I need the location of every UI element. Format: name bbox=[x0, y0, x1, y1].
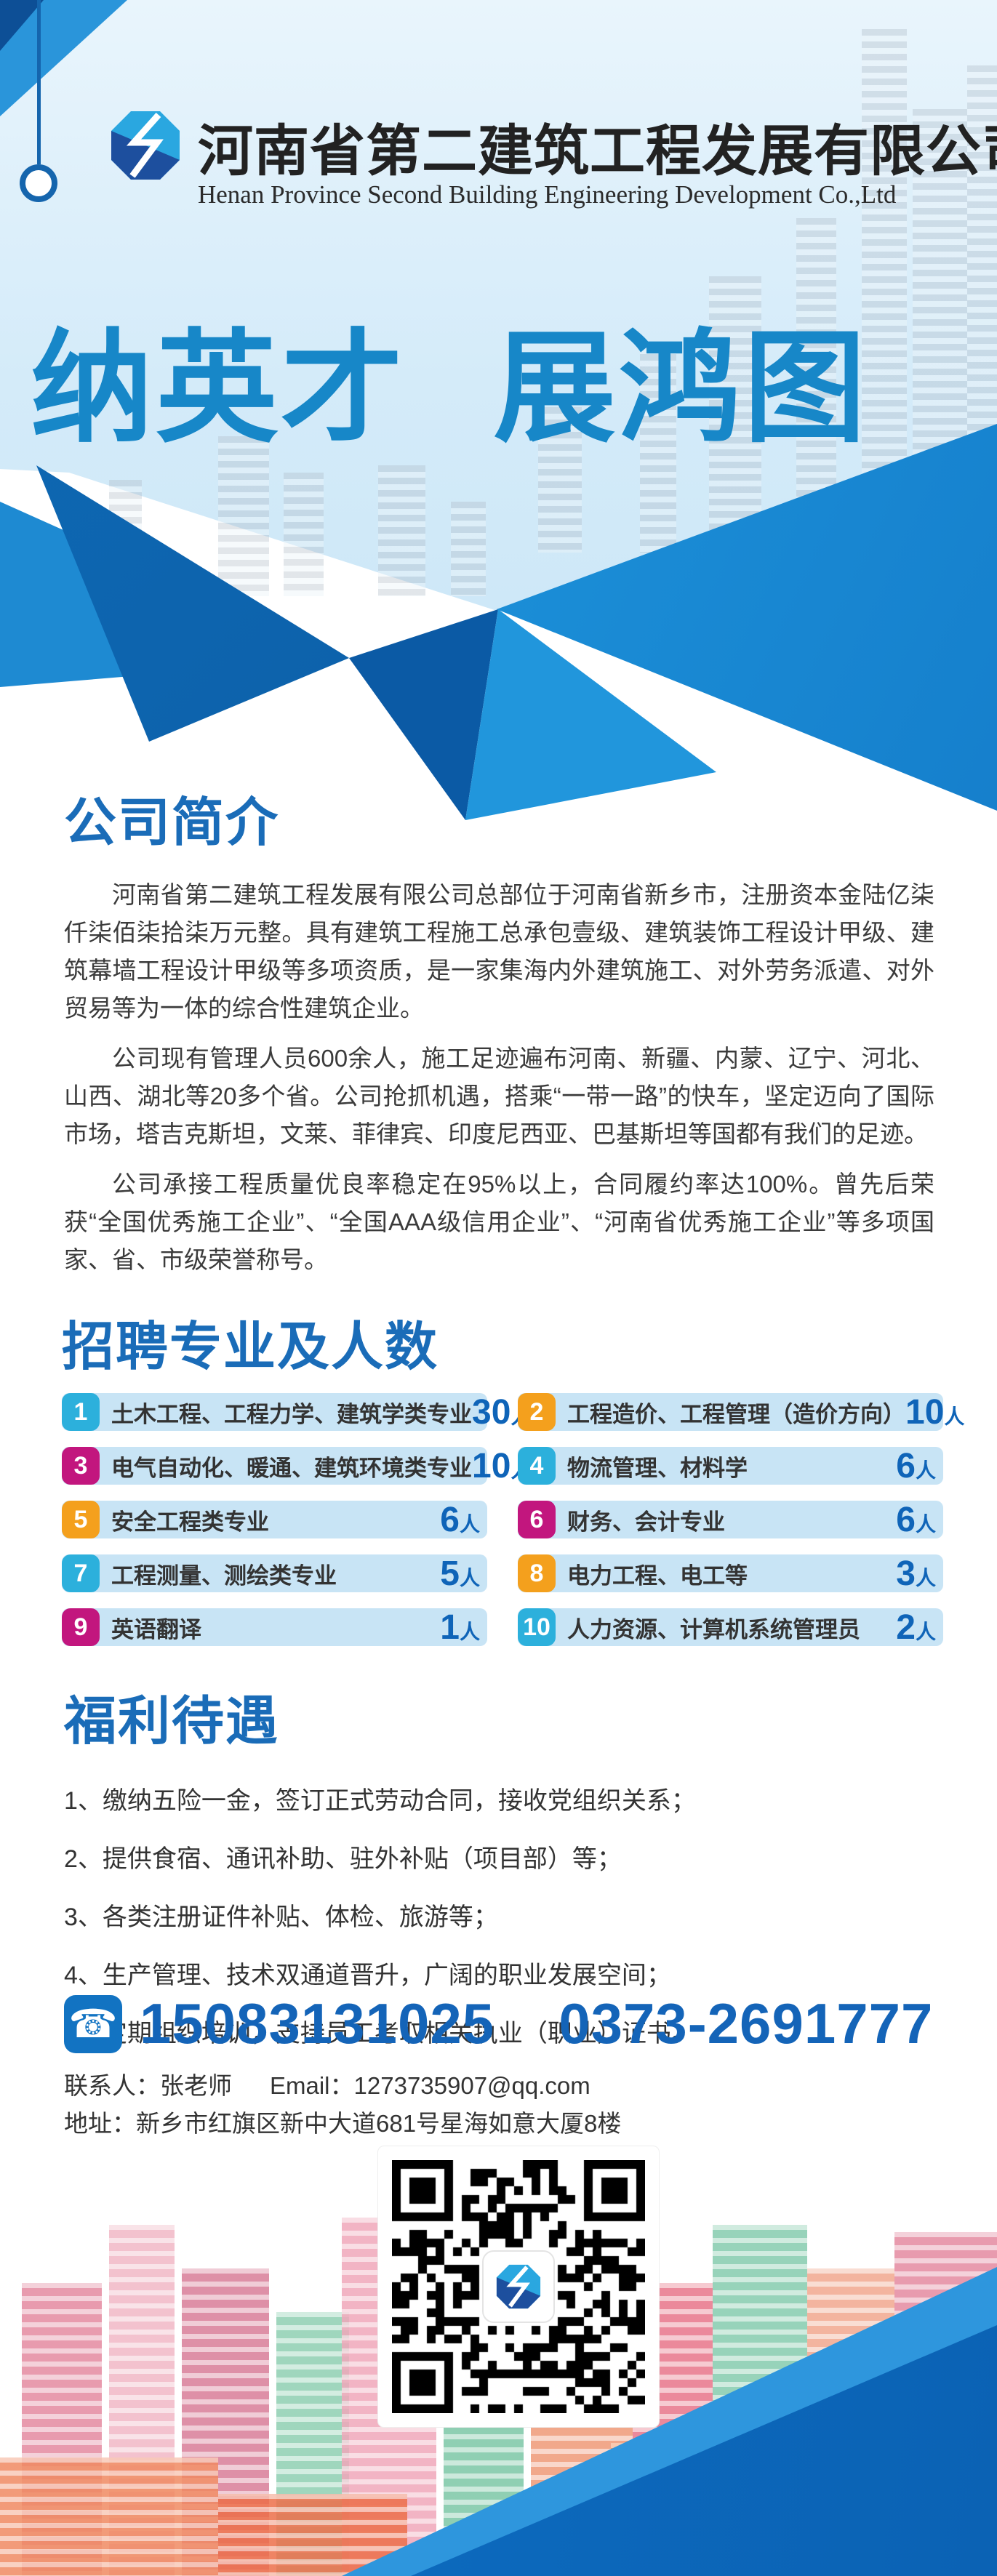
position-major: 电力工程、电工等 bbox=[567, 1562, 748, 1589]
position-count: 5 bbox=[440, 1554, 460, 1593]
benefit-item: 1、缴纳五险一金，签订正式劳动合同，接收党组织关系； bbox=[64, 1787, 696, 1815]
section-recruit: 招聘专业及人数 1 土木工程、工程力学、建筑学类专业 30人 2 工程造价、工程… bbox=[62, 1304, 964, 1647]
position-major: 物流管理、材料学 bbox=[567, 1455, 748, 1481]
benefit-item: 5、定期组织培训，支持员工考取相关执业（职业）证书。 bbox=[64, 2020, 696, 2047]
position-number-badge: 10 bbox=[518, 1608, 556, 1646]
section-about: 公司简介 河南省第二建筑工程发展有限公司总部位于河南省新乡市，注册资本金陆亿柒仟… bbox=[64, 779, 934, 1291]
position-row: 1 土木工程、工程力学、建筑学类专业 30人 bbox=[62, 1393, 531, 1432]
email-value: 1273735907@qq.com bbox=[353, 2072, 590, 2099]
phone-icon: ☎ bbox=[64, 1994, 122, 2053]
section-benefits: 福利待遇 1、缴纳五险一金，签订正式劳动合同，接收党组织关系； 2、提供食宿、通… bbox=[64, 1678, 934, 2071]
position-count: 10 bbox=[905, 1392, 945, 1432]
benefit-item: 4、生产管理、技术双通道晋升，广阔的职业发展空间； bbox=[64, 1962, 671, 1989]
position-number-badge: 8 bbox=[518, 1554, 556, 1592]
position-count: 30 bbox=[472, 1392, 511, 1432]
position-count: 6 bbox=[896, 1500, 916, 1539]
recruit-heading: 招聘专业及人数 bbox=[62, 1318, 439, 1376]
count-suffix: 人 bbox=[915, 1566, 936, 1589]
about-paragraph: 河南省第二建筑工程发展有限公司总部位于河南省新乡市，注册资本金陆亿柒仟柒佰柒拾柒… bbox=[64, 881, 934, 1022]
count-suffix: 人 bbox=[915, 1458, 936, 1482]
position-count: 10 bbox=[472, 1446, 511, 1485]
position-major: 安全工程类专业 bbox=[111, 1509, 269, 1535]
address-value: 新乡市红旗区新中大道681号星海如意大厦8楼 bbox=[136, 2110, 622, 2137]
position-row: 2 工程造价、工程管理（造价方向） 10 人 bbox=[518, 1392, 964, 1432]
address-line: 地址：新乡市红旗区新中大道681号星海如意大厦8楼 bbox=[64, 2104, 621, 2139]
position-major: 工程造价、工程管理（造价方向） bbox=[567, 1401, 905, 1427]
position-major: 英语翻译 bbox=[111, 1616, 201, 1642]
contact-person-line: 联系人：张老师 Email：1273735907@qq.com bbox=[64, 2066, 590, 2101]
benefit-item: 3、各类注册证件补贴、体检、旅游等； bbox=[64, 1903, 498, 1931]
position-number-badge: 6 bbox=[518, 1501, 556, 1538]
count-suffix: 人 bbox=[459, 1566, 480, 1589]
about-paragraph: 公司现有管理人员600余人，施工足迹遍布河南、新疆、内蒙、辽宁、河北、山西、湖北… bbox=[64, 1045, 934, 1147]
benefits-heading: 福利待遇 bbox=[64, 1693, 280, 1751]
company-logo-icon bbox=[109, 109, 182, 182]
count-suffix: 人 bbox=[915, 1512, 936, 1536]
position-count: 6 bbox=[896, 1446, 916, 1485]
count-suffix: 人 bbox=[459, 1512, 480, 1536]
about-heading: 公司简介 bbox=[64, 794, 280, 852]
count-suffix: 人 bbox=[944, 1405, 965, 1428]
phone-landline: 0373-2691777 bbox=[558, 1991, 934, 2055]
benefit-item: 2、提供食宿、通讯补助、驻外补贴（项目部）等； bbox=[64, 1845, 622, 1873]
company-name-zh: 河南省第二建筑工程发展有限公司 bbox=[198, 121, 997, 182]
phone-block: ☎ 15083131025 0373-2691777 bbox=[64, 1991, 933, 2057]
position-count: 1 bbox=[440, 1608, 460, 1647]
position-major: 电气自动化、暖通、建筑环境类专业 bbox=[111, 1455, 472, 1481]
contact-person: 张老师 bbox=[160, 2072, 232, 2099]
position-row: 3 电气自动化、暖通、建筑环境类专业 10人 bbox=[62, 1447, 531, 1485]
hero-title: 纳英才 展鸿图 bbox=[31, 320, 869, 457]
position-number-badge: 9 bbox=[62, 1608, 100, 1646]
position-number-badge: 5 bbox=[62, 1501, 100, 1538]
position-major: 土木工程、工程力学、建筑学类专业 bbox=[111, 1401, 472, 1427]
email-label: Email： bbox=[270, 2072, 354, 2099]
position-number-badge: 3 bbox=[62, 1447, 100, 1485]
wechat-qr-code bbox=[378, 2146, 659, 2427]
position-major: 人力资源、计算机系统管理员 bbox=[567, 1616, 860, 1642]
positions-grid: 1 土木工程、工程力学、建筑学类专业 30人 2 工程造价、工程管理（造价方向）… bbox=[62, 1392, 964, 1647]
count-suffix: 人 bbox=[915, 1620, 936, 1643]
position-count: 2 bbox=[896, 1608, 916, 1647]
company-name-en: Henan Province Second Building Engineeri… bbox=[198, 180, 897, 209]
position-number-badge: 2 bbox=[518, 1393, 556, 1431]
company-logo-icon bbox=[495, 2263, 542, 2310]
position-count: 6 bbox=[440, 1500, 460, 1539]
qr-center-logo-tile bbox=[482, 2250, 555, 2323]
position-number-badge: 7 bbox=[62, 1554, 100, 1592]
contact-person-label: 联系人： bbox=[64, 2072, 160, 2099]
count-suffix: 人 bbox=[459, 1620, 480, 1643]
address-label: 地址： bbox=[64, 2110, 136, 2137]
position-major: 工程测量、测绘类专业 bbox=[111, 1562, 337, 1589]
position-number-badge: 1 bbox=[62, 1393, 100, 1431]
phone-mobile: 15083131025 bbox=[140, 1991, 495, 2055]
position-major: 财务、会计专业 bbox=[567, 1509, 725, 1535]
position-number-badge: 4 bbox=[518, 1447, 556, 1485]
about-paragraph: 公司承接工程质量优良率稳定在95%以上，合同履约率达100%。曾先后荣获“全国优… bbox=[64, 1171, 934, 1273]
position-count: 3 bbox=[896, 1554, 916, 1593]
